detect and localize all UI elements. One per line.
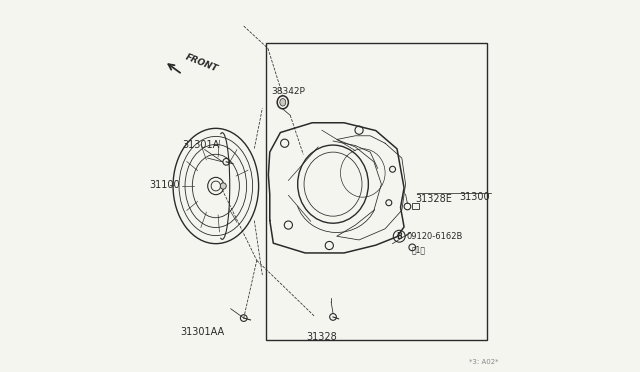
Text: 31301A: 31301A (182, 140, 220, 150)
Text: 31100: 31100 (149, 180, 179, 190)
Bar (266, 43, 488, 340)
Ellipse shape (280, 99, 286, 106)
Bar (412, 203, 419, 209)
Text: 31301AA: 31301AA (180, 327, 225, 337)
Text: 31328E: 31328E (415, 194, 452, 204)
Text: FRONT: FRONT (184, 52, 220, 73)
Text: B: B (396, 232, 402, 241)
Text: 09120-6162B: 09120-6162B (406, 232, 463, 241)
Text: 31328: 31328 (307, 332, 337, 342)
Text: 38342P: 38342P (271, 87, 305, 96)
Text: 31300: 31300 (460, 192, 490, 202)
Text: *3: A02*: *3: A02* (469, 359, 499, 365)
Text: （1）: （1） (411, 246, 425, 254)
Ellipse shape (220, 183, 227, 189)
